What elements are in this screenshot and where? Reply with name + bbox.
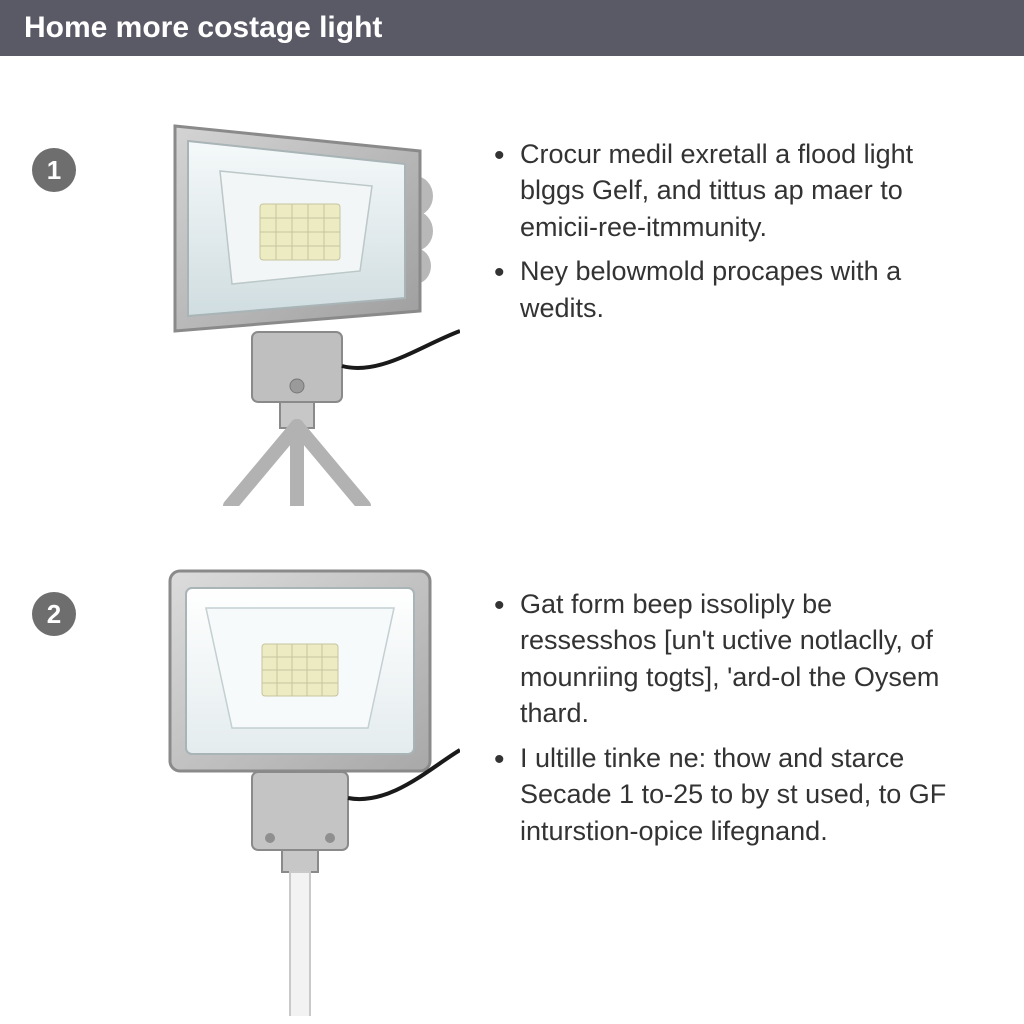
floodlight-illustration-1 bbox=[120, 86, 460, 506]
bullet-item: I ultille tinke ne: thow and starce Seca… bbox=[490, 740, 964, 849]
content-area: 1 bbox=[0, 56, 1024, 1016]
step-2-bullets: Gat form beep issoliply be ressesshos [u… bbox=[490, 586, 964, 849]
step-2: 2 bbox=[0, 506, 1024, 1016]
step-1-number: 1 bbox=[47, 155, 61, 186]
step-1-badge: 1 bbox=[32, 148, 76, 192]
bullet-item: Crocur medil exretall a flood light blgg… bbox=[490, 136, 964, 245]
page-header: Home more costage light bbox=[0, 0, 1024, 56]
step-1: 1 bbox=[0, 56, 1024, 506]
bullet-item: Gat form beep issoliply be ressesshos [u… bbox=[490, 586, 964, 732]
floodlight-svg-2 bbox=[120, 536, 460, 1016]
step-2-text: Gat form beep issoliply be ressesshos [u… bbox=[490, 506, 1024, 857]
step-2-image-col: 2 bbox=[0, 506, 490, 1016]
step-2-badge: 2 bbox=[32, 592, 76, 636]
step-1-text: Crocur medil exretall a flood light blgg… bbox=[490, 56, 1024, 334]
page-title: Home more costage light bbox=[24, 11, 382, 45]
floodlight-svg-1 bbox=[120, 86, 460, 506]
step-1-image-col: 1 bbox=[0, 56, 490, 506]
bullet-item: Ney belowmold procapes with a wedits. bbox=[490, 253, 964, 326]
floodlight-illustration-2 bbox=[120, 536, 460, 1016]
step-1-bullets: Crocur medil exretall a flood light blgg… bbox=[490, 136, 964, 326]
step-2-number: 2 bbox=[47, 599, 61, 630]
